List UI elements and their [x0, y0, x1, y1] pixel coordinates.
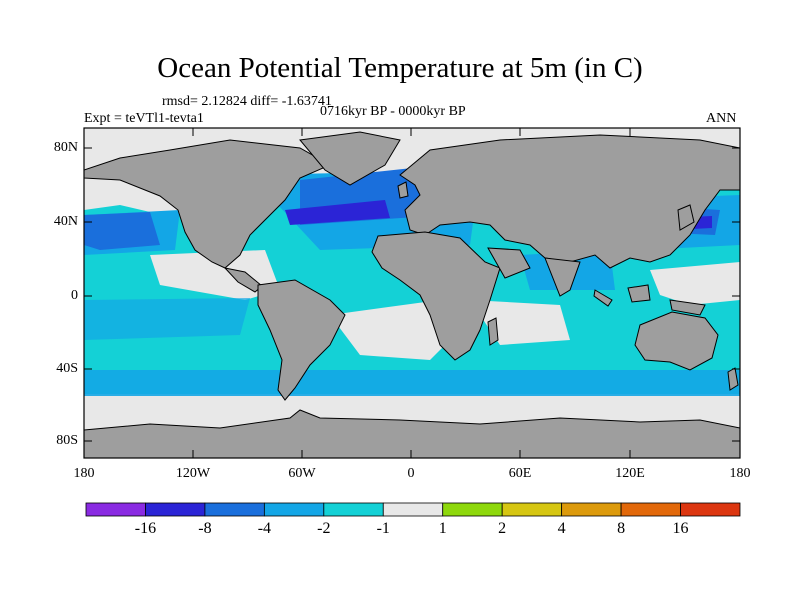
- colorbar-swatch: [263, 502, 325, 517]
- north-america: [84, 139, 332, 269]
- lon-tick-0: 0: [407, 466, 415, 481]
- map-frame: [83, 127, 741, 459]
- new-guinea: [669, 299, 706, 316]
- australia: [634, 311, 719, 371]
- colorbar-swatch: [620, 502, 681, 517]
- africa: [371, 231, 501, 361]
- colorbar-swatch: [680, 502, 741, 517]
- japan: [677, 204, 695, 231]
- lon-tick-180e: 180: [729, 466, 751, 481]
- colorbar-label: 4: [557, 520, 566, 537]
- colorbar-label: -2: [317, 520, 331, 537]
- pacific-grey-west: [650, 262, 740, 305]
- india: [544, 257, 581, 297]
- arabia: [487, 247, 531, 279]
- lat-tick-80s: 80S: [56, 433, 78, 448]
- colorbar-swatch: [85, 502, 146, 517]
- borneo: [627, 284, 651, 303]
- colorbar-swatch: [323, 502, 384, 517]
- lon-tick-180w: 180: [73, 466, 95, 481]
- britain: [397, 181, 409, 199]
- map-panel: [84, 128, 740, 458]
- colorbar-swatch: [501, 502, 563, 517]
- colorbar-swatch: [145, 502, 206, 517]
- sumatra: [593, 289, 613, 307]
- south-america: [257, 279, 346, 401]
- lat-tick-40s: 40S: [56, 361, 78, 376]
- axis-ticks: [84, 128, 740, 458]
- colorbar-label: 16: [672, 520, 689, 537]
- colorbar-label: -16: [134, 520, 157, 537]
- lat-tick-0: 0: [71, 288, 78, 303]
- blue-north-pacific: [84, 212, 160, 250]
- antarctica: [84, 409, 740, 458]
- colorbar-label: -8: [198, 520, 212, 537]
- madagascar: [487, 317, 499, 346]
- season-label: ANN: [706, 111, 737, 126]
- stats-text: rmsd= 2.12824 diff= -1.63741: [162, 94, 332, 109]
- greenland: [299, 131, 401, 186]
- darkblue-north-atlantic: [285, 200, 390, 225]
- colorbar-label: 2: [498, 520, 507, 537]
- lightblue-pacific-mid: [84, 298, 250, 340]
- lon-tick-60e: 60E: [508, 466, 532, 481]
- lon-tick-120w: 120W: [175, 466, 211, 481]
- lat-tick-80n: 80N: [53, 140, 78, 155]
- period-label: 0716kyr BP - 0000kyr BP: [320, 104, 466, 119]
- colorbar-swatch: [204, 502, 265, 517]
- lat-tick-40n: 40N: [53, 214, 78, 229]
- lon-tick-60w: 60W: [288, 466, 316, 481]
- colorbar-label: 8: [617, 520, 626, 537]
- figure-title: Ocean Potential Temperature at 5m (in C): [157, 52, 643, 84]
- colorbar-swatch: [382, 502, 444, 517]
- colorbar-swatch: [561, 502, 622, 517]
- lon-tick-120e: 120E: [615, 466, 645, 481]
- colorbar-label: -1: [376, 520, 390, 537]
- lightblue-south-band: [84, 370, 740, 396]
- colorbar-label: 1: [438, 520, 447, 537]
- experiment-label: Expt = teVTl1-tevta1: [84, 111, 204, 126]
- colorbar: [85, 502, 741, 517]
- land: [84, 131, 740, 458]
- colorbar-swatch: [442, 502, 503, 517]
- colorbar-label: -4: [257, 520, 272, 537]
